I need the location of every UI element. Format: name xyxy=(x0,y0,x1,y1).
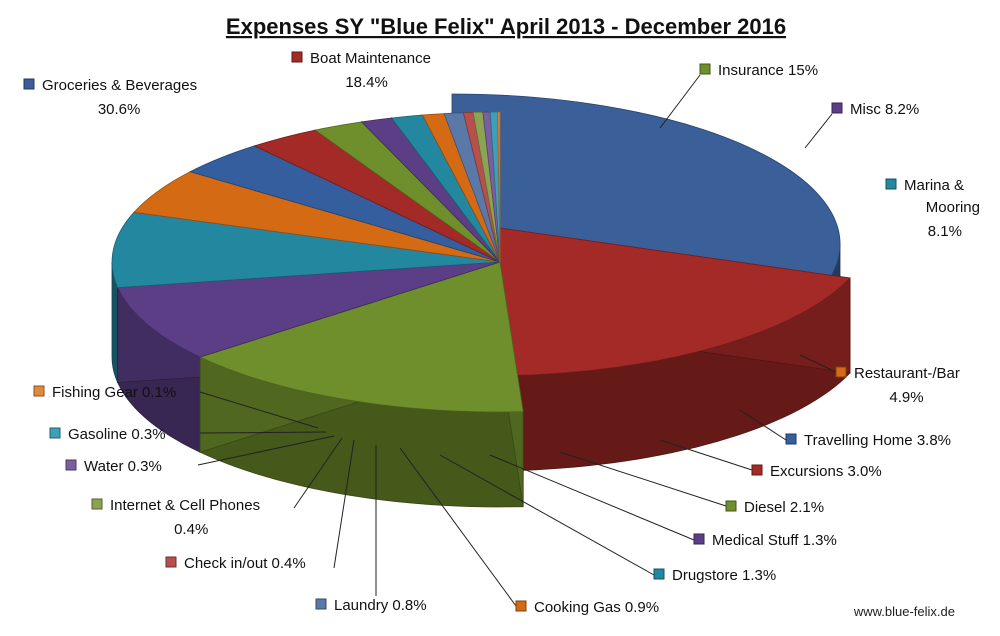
leader-misc xyxy=(804,113,833,149)
label-boat-maintenance: Boat Maintenance xyxy=(310,50,431,67)
leader-fishing-gear xyxy=(199,391,319,429)
label-misc: Misc 8.2% xyxy=(850,101,919,118)
label-diesel: Diesel 2.1% xyxy=(744,499,824,516)
legend-key-groceries-beverages xyxy=(23,78,35,90)
value-marina-mooring: 8.1% xyxy=(928,223,962,240)
label-groceries-beverages: Groceries & Beverages xyxy=(42,77,197,94)
slice-insurance xyxy=(198,261,524,413)
label-laundry: Laundry 0.8% xyxy=(334,597,427,614)
leader-travelling-home xyxy=(739,409,787,441)
legend-key-restaurant-bar xyxy=(835,366,847,378)
leader-lines xyxy=(197,74,837,607)
value-groceries-beverages: 30.6% xyxy=(98,101,141,118)
legend-key-boat-maintenance xyxy=(291,51,303,63)
leader-cooking-gas xyxy=(399,447,517,607)
leader-medical-stuff xyxy=(489,454,695,541)
pie-tops xyxy=(111,93,851,413)
value-restaurant-bar: 4.9% xyxy=(889,389,923,406)
legend-key-drugstore xyxy=(653,568,665,580)
legend-key-internet-cell-phones xyxy=(91,498,103,510)
value-internet-cell-phones: 0.4% xyxy=(174,521,208,538)
label-gasoline: Gasoline 0.3% xyxy=(68,426,166,443)
legend-key-cooking-gas xyxy=(515,600,527,612)
leader-check-in-out xyxy=(333,439,355,569)
legend-key-gasoline xyxy=(49,427,61,439)
chart-title: Expenses SY "Blue Felix" April 2013 - De… xyxy=(226,14,786,39)
legend-key-medical-stuff xyxy=(693,533,705,545)
label-marina-mooring-2: Mooring xyxy=(926,199,980,216)
legend-key-fishing-gear xyxy=(33,385,45,397)
label-excursions: Excursions 3.0% xyxy=(770,463,882,480)
slice-misc xyxy=(117,261,501,358)
legend-key-diesel xyxy=(725,500,737,512)
leader-gasoline xyxy=(199,431,327,434)
label-insurance: Insurance 15% xyxy=(718,62,818,79)
leader-insurance xyxy=(659,74,701,129)
label-medical-stuff: Medical Stuff 1.3% xyxy=(712,532,837,549)
leader-water xyxy=(197,435,335,466)
slice-boat-maintenance xyxy=(485,225,851,377)
legend-key-travelling-home xyxy=(785,433,797,445)
leader-excursions xyxy=(659,439,753,471)
value-boat-maintenance: 18.4% xyxy=(345,74,388,91)
label-marina-mooring: Marina & xyxy=(904,177,964,194)
slice-fishing-gear xyxy=(497,111,501,263)
slice-marina-mooring xyxy=(111,211,501,289)
legend-key-marina-mooring xyxy=(885,178,897,190)
legend-key-excursions xyxy=(751,464,763,476)
label-restaurant-bar: Restaurant-/Bar xyxy=(854,365,960,382)
leader-restaurant-bar xyxy=(799,354,837,373)
legend-key-check-in-out xyxy=(165,556,177,568)
label-internet-cell-phones: Internet & Cell Phones xyxy=(110,497,260,514)
label-travelling-home: Travelling Home 3.8% xyxy=(804,432,951,449)
leader-drugstore xyxy=(439,454,655,576)
label-cooking-gas: Cooking Gas 0.9% xyxy=(534,599,659,616)
legend-key-insurance xyxy=(699,63,711,75)
label-water: Water 0.3% xyxy=(84,458,162,475)
legend-key-water xyxy=(65,459,77,471)
label-fishing-gear: Fishing Gear 0.1% xyxy=(52,384,176,401)
slice-labels: Groceries & Beverages 30.6% Boat Maintenan… xyxy=(23,50,980,616)
leader-diesel xyxy=(559,451,727,507)
legend-key-misc xyxy=(831,102,843,114)
label-check-in-out: Check in/out 0.4% xyxy=(184,555,306,572)
label-drugstore: Drugstore 1.3% xyxy=(672,567,776,584)
source-credit: www.blue-felix.de xyxy=(853,604,955,619)
legend-key-laundry xyxy=(315,598,327,610)
leader-internet-cell-phones xyxy=(293,437,343,509)
